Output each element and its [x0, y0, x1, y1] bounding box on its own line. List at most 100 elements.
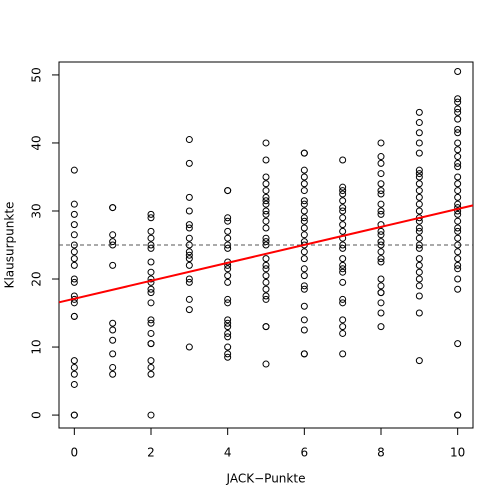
y-tick-label: 30 — [30, 203, 44, 218]
point — [224, 299, 232, 307]
point — [262, 200, 270, 208]
point — [185, 136, 193, 144]
point — [262, 139, 270, 147]
point — [415, 139, 423, 147]
point — [454, 411, 462, 419]
point — [185, 275, 193, 283]
point — [300, 316, 308, 324]
point — [224, 278, 232, 286]
point — [70, 210, 78, 218]
point — [300, 255, 308, 263]
point — [262, 255, 270, 263]
point — [339, 183, 347, 191]
point — [262, 323, 270, 331]
point — [224, 343, 232, 351]
point — [262, 224, 270, 232]
point — [454, 180, 462, 188]
point — [262, 292, 270, 300]
point — [300, 326, 308, 334]
point — [109, 238, 117, 246]
point — [300, 166, 308, 174]
point — [454, 227, 462, 235]
point — [415, 166, 423, 174]
point — [415, 129, 423, 137]
point — [147, 370, 155, 378]
point — [454, 340, 462, 348]
point — [262, 285, 270, 293]
point — [224, 316, 232, 324]
point — [377, 200, 385, 208]
point — [300, 149, 308, 157]
point — [377, 299, 385, 307]
point — [300, 187, 308, 195]
point — [262, 210, 270, 218]
point — [185, 234, 193, 242]
point — [262, 265, 270, 273]
x-tick-label: 6 — [301, 446, 309, 460]
point — [109, 326, 117, 334]
point — [109, 363, 117, 371]
point — [224, 234, 232, 242]
x-tick-label: 0 — [71, 446, 79, 460]
point — [224, 214, 232, 222]
point — [454, 248, 462, 256]
point — [339, 299, 347, 307]
point — [377, 153, 385, 161]
point — [377, 187, 385, 195]
point — [300, 200, 308, 208]
point — [339, 268, 347, 276]
point — [377, 248, 385, 256]
point — [109, 231, 117, 239]
point — [454, 275, 462, 283]
point — [300, 180, 308, 188]
point — [377, 231, 385, 239]
point — [147, 411, 155, 419]
point — [147, 268, 155, 276]
point — [454, 105, 462, 113]
x-tick-label: 10 — [450, 446, 465, 460]
point — [224, 227, 232, 235]
point — [147, 316, 155, 324]
point — [415, 224, 423, 232]
point — [415, 255, 423, 263]
point — [454, 173, 462, 181]
point — [339, 207, 347, 215]
point — [300, 282, 308, 290]
point — [339, 190, 347, 198]
point — [300, 207, 308, 215]
point — [70, 241, 78, 249]
point — [339, 261, 347, 269]
point — [70, 363, 78, 371]
point — [454, 108, 462, 116]
point — [109, 204, 117, 212]
point — [454, 187, 462, 195]
y-axis-label: Klausurpunkte — [3, 202, 17, 289]
point — [300, 302, 308, 310]
point — [339, 197, 347, 205]
point — [377, 159, 385, 167]
point — [224, 323, 232, 331]
y-tick-label: 40 — [30, 135, 44, 150]
point — [415, 227, 423, 235]
point — [147, 214, 155, 222]
point — [454, 265, 462, 273]
point — [70, 370, 78, 378]
point — [70, 231, 78, 239]
x-tick-label: 4 — [224, 446, 232, 460]
point — [185, 261, 193, 269]
point — [262, 234, 270, 242]
point — [415, 309, 423, 317]
point — [224, 350, 232, 358]
point — [185, 224, 193, 232]
point — [415, 268, 423, 276]
point — [339, 323, 347, 331]
point — [377, 289, 385, 297]
point — [454, 125, 462, 133]
point — [224, 217, 232, 225]
point — [70, 299, 78, 307]
point — [300, 248, 308, 256]
point — [339, 295, 347, 303]
point — [262, 180, 270, 188]
